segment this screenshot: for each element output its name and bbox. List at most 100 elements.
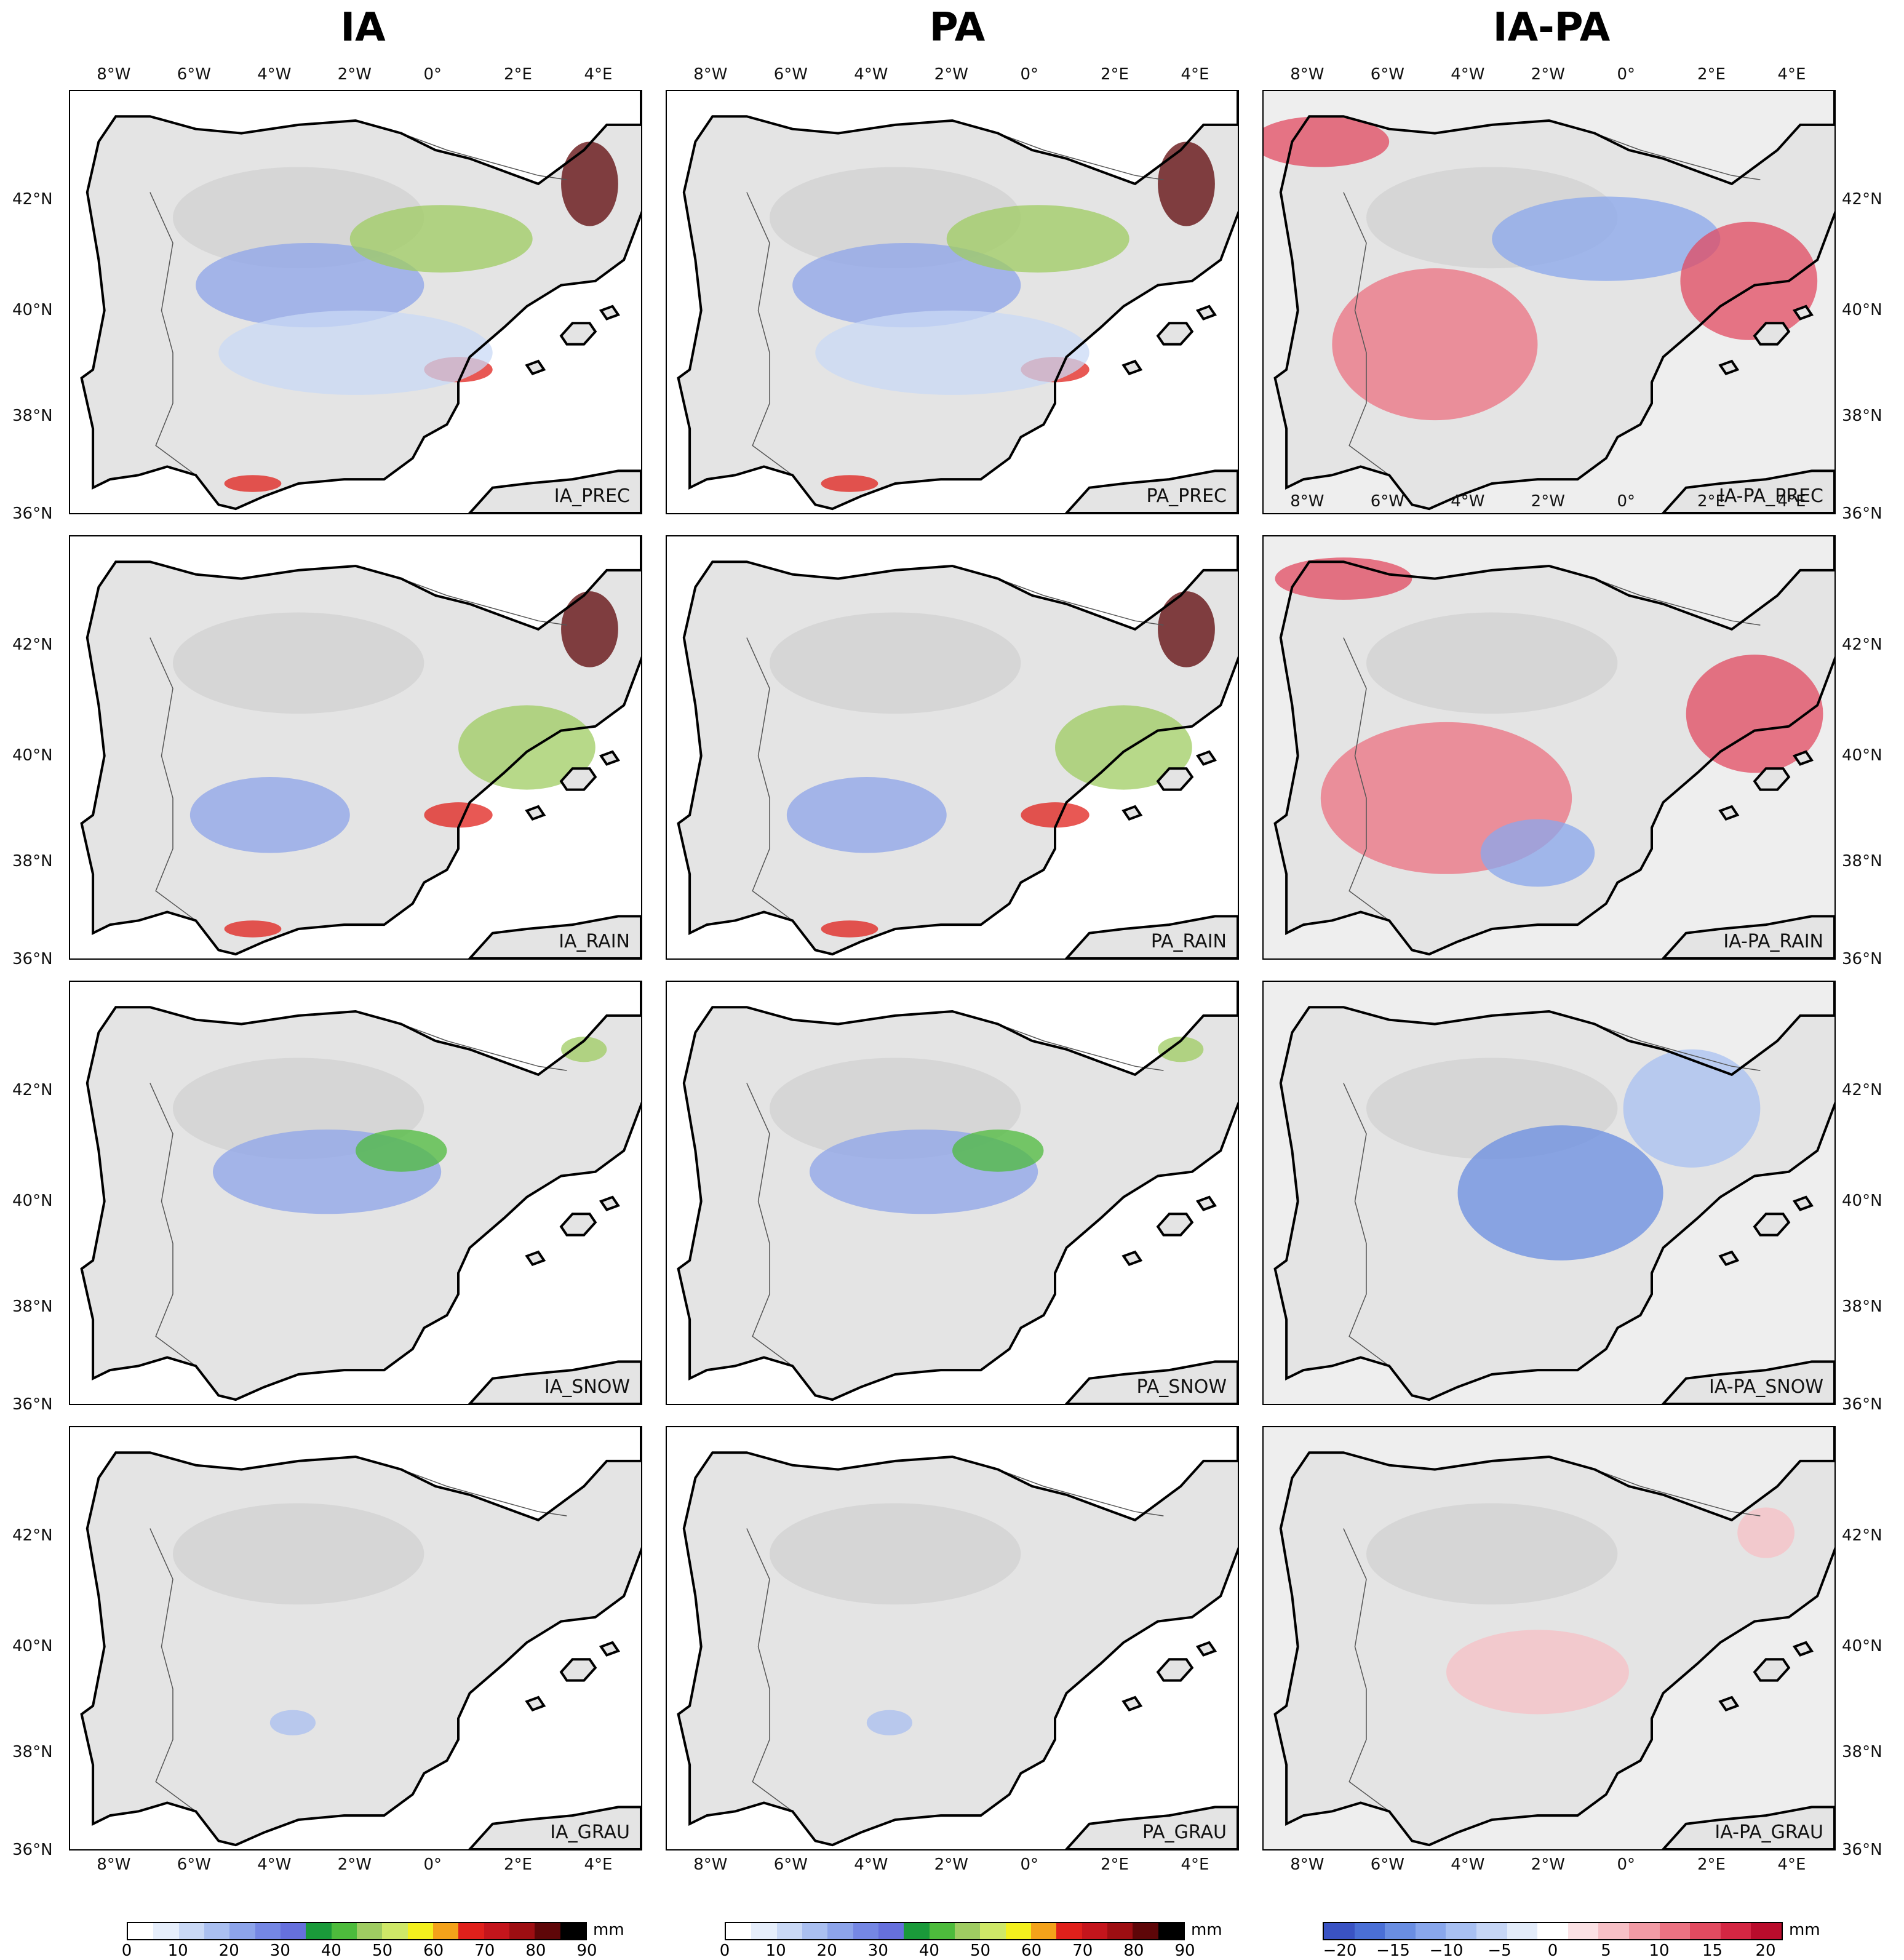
lon-tick-label: 8°W [97, 1855, 131, 1874]
balearic-island-0 [1753, 322, 1791, 346]
colorbar-swatch [535, 1923, 560, 1939]
coastline [80, 536, 641, 956]
balearic-island-1 [1792, 1641, 1814, 1657]
colorbar-swatch [1005, 1923, 1031, 1939]
field-5 [218, 310, 493, 395]
panel-label: IA_SNOW [544, 1376, 630, 1398]
coastline [80, 1427, 641, 1847]
central-plateau [173, 612, 424, 714]
map-panel-ia-pa_grau: IA-PA_GRAU [1262, 1426, 1836, 1850]
africa [1066, 1361, 1238, 1404]
balearic-island-0 [1156, 1658, 1194, 1682]
africa-coast [468, 469, 641, 513]
balearic-island-2 [1718, 359, 1740, 376]
field-0 [196, 242, 424, 328]
balearic-island-0 [1753, 1658, 1791, 1682]
balearic-island-1 [1195, 1641, 1217, 1657]
lon-tick-label: 4°W [257, 65, 292, 84]
colorbar-swatch [1158, 1923, 1184, 1939]
balearic-island-2 [1121, 1250, 1143, 1267]
balearic-island-1 [1195, 1195, 1217, 1211]
lon-tick-label: 2°E [1100, 1855, 1129, 1874]
lat-tick-label: 38°N [1842, 1743, 1882, 1762]
field-1 [946, 205, 1129, 273]
lon-tick-label: 4°W [854, 65, 888, 84]
field-0 [792, 242, 1021, 328]
colorbar-swatch [229, 1923, 255, 1939]
field-1 [349, 205, 533, 273]
field-1 [458, 705, 595, 790]
central-plateau [1366, 612, 1618, 714]
balearic-island-1 [1792, 305, 1814, 321]
lon-tick-label: 6°W [773, 1855, 808, 1874]
lon-tick-label: 6°W [1370, 65, 1404, 84]
colorbar-swatch [1690, 1923, 1721, 1939]
lon-tick-label: 4°E [1181, 65, 1209, 84]
africa [1066, 916, 1238, 958]
lat-tick-label: 38°N [1842, 407, 1882, 426]
field-4 [224, 920, 282, 938]
balearic-island-0 [1156, 1213, 1194, 1237]
map-panel-ia-pa_prec: IA-PA_PREC [1262, 90, 1836, 514]
portugal-border [746, 192, 793, 476]
panel-label: IA_GRAU [550, 1822, 630, 1843]
lat-tick-label: 38°N [1842, 852, 1882, 871]
lat-tick-label: 38°N [12, 852, 53, 871]
portugal-border [149, 1083, 196, 1366]
africa-coast [1661, 1806, 1834, 1849]
field-1 [1623, 1049, 1761, 1168]
colorbar-swatch [827, 1923, 853, 1939]
lon-tick-label: 4°E [1181, 1855, 1209, 1874]
africa-coast [1064, 469, 1238, 513]
central-plateau [770, 612, 1021, 714]
field-1 [356, 1129, 447, 1172]
map-panel-ia-pa_snow: IA-PA_SNOW [1262, 981, 1836, 1405]
field-2 [561, 1037, 607, 1062]
map-panel-pa_grau: PA_GRAU [666, 1426, 1239, 1850]
africa-coast [1064, 1806, 1238, 1849]
lon-tick-label: 0° [423, 65, 442, 84]
lat-tick-label: 42°N [12, 1081, 53, 1100]
lon-tick-label: 2°W [337, 1855, 372, 1874]
field-2 [1158, 1037, 1204, 1062]
map-panel-ia_grau: IA_GRAU [69, 1426, 642, 1850]
balearic-island-0 [559, 767, 597, 791]
lon-tick-label: 2°W [1531, 492, 1565, 511]
balearic-island-1 [1792, 750, 1814, 766]
map-panel-ia_snow: IA_SNOW [69, 981, 642, 1405]
colorbar-swatch [1659, 1923, 1691, 1939]
colorbar-swatch [128, 1923, 154, 1939]
colorbar-swatch [509, 1923, 535, 1939]
colorbar-swatch [1133, 1923, 1158, 1939]
lon-tick-label: 4°W [854, 1855, 888, 1874]
coastline [80, 982, 641, 1401]
colorbar-swatch [802, 1923, 828, 1939]
panel-label: IA-PA_RAIN [1723, 931, 1823, 952]
field-1 [1480, 819, 1595, 887]
lon-tick-label: 6°W [1370, 492, 1404, 511]
colorbar-swatch [153, 1923, 179, 1939]
balearic-island-2 [525, 805, 546, 821]
colorbar-unit-ia: mm [593, 1921, 624, 1939]
lon-tick-label: 8°W [693, 1855, 728, 1874]
lon-tick-label: 8°W [97, 65, 131, 84]
africa-coast [1064, 915, 1238, 958]
colorbar-swatch [1720, 1923, 1751, 1939]
balearic-island-2 [1718, 1250, 1740, 1267]
lon-tick-label: 2°E [1697, 1855, 1726, 1874]
lon-tick-label: 4°W [1451, 65, 1485, 84]
balearic-island-0 [559, 1213, 597, 1237]
field-1 [1492, 196, 1721, 281]
field-0 [1457, 1125, 1663, 1261]
balearic-island-2 [1718, 1695, 1740, 1712]
field-0 [1332, 268, 1538, 421]
colorbar-swatch [776, 1923, 802, 1939]
lon-tick-label: 2°W [337, 65, 372, 84]
colorbar-unit-pa: mm [1191, 1921, 1222, 1939]
map-panel-ia_prec: IA_PREC [69, 90, 642, 514]
lon-tick-label: 8°W [1290, 1855, 1324, 1874]
lon-tick-label: 0° [1617, 1855, 1636, 1874]
portugal-border [149, 637, 196, 921]
colorbar-swatch [726, 1923, 752, 1939]
panel-label: IA_RAIN [559, 931, 630, 952]
